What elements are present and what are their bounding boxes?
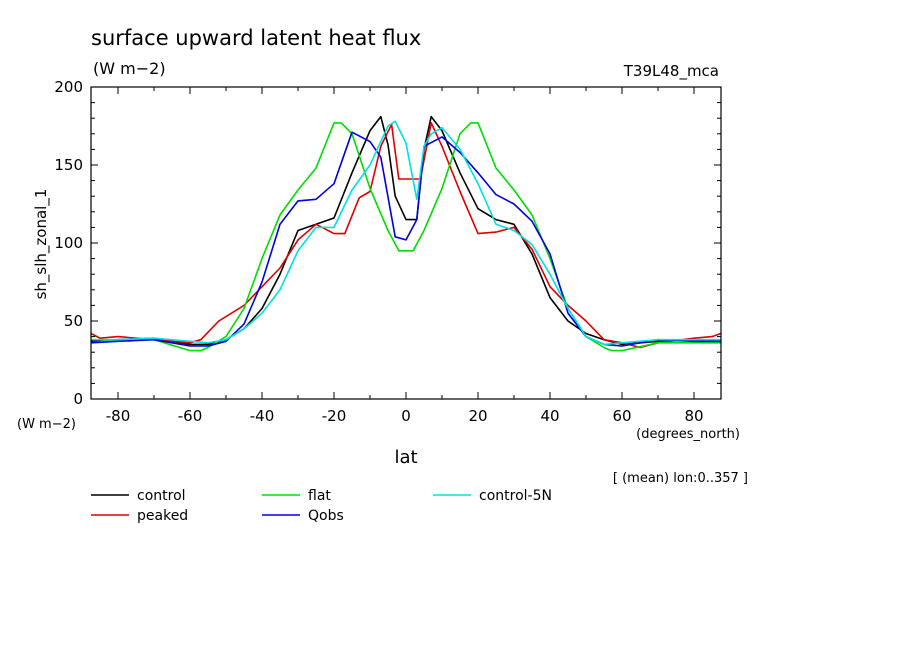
legend-label-control-5N: control-5N [479, 488, 552, 504]
x-tick-label: -20 [322, 407, 347, 425]
x-tick-label: -40 [250, 407, 275, 425]
y-tick-label: 50 [64, 312, 83, 330]
x-tick-label: 80 [684, 407, 703, 425]
legend-label-peaked: peaked [137, 508, 188, 524]
y-axis-units: (W m−2) [17, 417, 76, 432]
series-line-peaked [90, 122, 722, 349]
x-tick-label: 0 [401, 407, 411, 425]
x-tick-label: -60 [178, 407, 203, 425]
legend-label-flat: flat [308, 488, 331, 504]
y-tick-label: 0 [73, 390, 83, 408]
legend-label-Qobs: Qobs [308, 508, 344, 524]
y-tick-label: 100 [54, 234, 83, 252]
x-tick-label: -80 [106, 407, 131, 425]
x-axis-label: lat [394, 447, 417, 468]
series-line-Qobs [90, 131, 721, 347]
legend: control peaked flat Qobs control-5N [91, 488, 552, 524]
y-tick-label: 200 [54, 78, 83, 96]
y-tick-label: 150 [54, 156, 83, 174]
series-line-control-5N [91, 120, 721, 346]
axes: 0 50 100 150 200 -80 -60 -40 -20 0 20 40 60 80 [54, 78, 722, 425]
y-axis-label: sh_slh_zonal_1 [32, 189, 51, 300]
experiment-label: T39L48_mca [623, 62, 719, 81]
plot-lines [90, 115, 722, 352]
series-line-control [90, 115, 722, 346]
x-tick-label: 40 [540, 407, 559, 425]
averaging-note: [ (mean) lon:0..357 ] [613, 471, 748, 486]
plot-frame [90, 86, 722, 400]
chart-title: surface upward latent heat flux [91, 26, 421, 50]
series-line-flat [90, 122, 721, 352]
x-tick-label: 60 [612, 407, 631, 425]
x-tick-label: 20 [468, 407, 487, 425]
legend-label-control: control [137, 488, 186, 504]
chart-units: (W m−2) [93, 59, 166, 78]
x-axis-units: (degrees_north) [636, 427, 740, 442]
